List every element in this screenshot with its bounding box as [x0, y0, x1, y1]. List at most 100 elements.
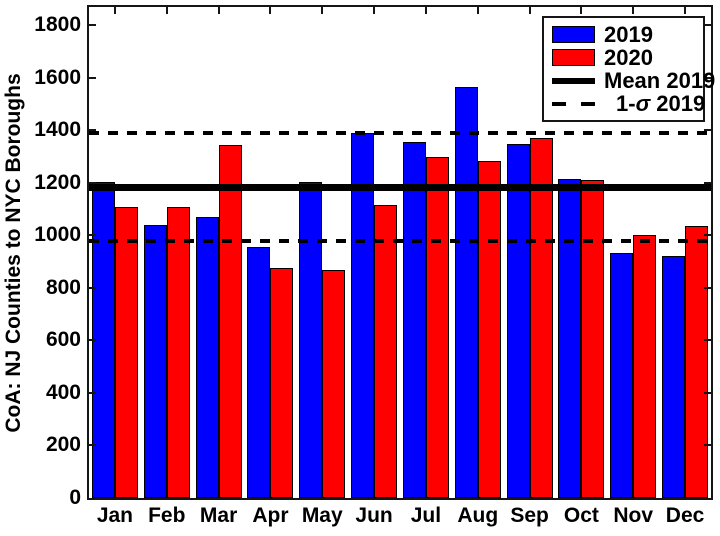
y-tick-mark-right: [704, 129, 711, 132]
y-tick-mark-left: [89, 286, 96, 289]
x-tick-label-dec: Dec: [665, 504, 705, 527]
bar-2019-nov: [610, 252, 634, 498]
bar-group-dec: [659, 7, 711, 498]
y-tick-label: 600: [45, 328, 81, 352]
bar-2019-oct: [558, 178, 582, 498]
legend-swatch-2019: [552, 26, 595, 43]
y-tick-mark-left: [89, 129, 96, 132]
bar-group-sep: [504, 7, 556, 498]
x-tick-label-may: May: [301, 504, 343, 527]
y-tick-mark-left: [89, 24, 96, 27]
sigma-upper-line: [89, 131, 711, 136]
bar-group-jul: [400, 7, 452, 498]
bar-2019-may: [299, 181, 323, 498]
x-tick-mark-top: [684, 7, 687, 14]
bar-group-feb: [141, 7, 193, 498]
bar-2020-sep: [529, 138, 553, 498]
x-tick-label-nov: Nov: [613, 504, 654, 527]
bar-group-jun: [348, 7, 400, 498]
y-tick-label: 1000: [34, 223, 81, 247]
y-tick-label: 1800: [34, 13, 81, 37]
bar-2019-feb: [143, 224, 167, 498]
y-tick-mark-left: [89, 181, 96, 184]
y-tick-mark-left: [89, 444, 96, 447]
y-tick-mark-left: [89, 234, 96, 237]
x-tick-label-oct: Oct: [563, 504, 599, 527]
bar-2020-jul: [425, 156, 449, 498]
bar-2019-dec: [662, 256, 686, 498]
bar-2019-jul: [402, 142, 426, 498]
y-tick-mark-left: [89, 391, 96, 394]
bar-2020-apr: [270, 268, 294, 498]
legend-label-2020: 2020: [604, 45, 653, 70]
x-tick-mark-top: [321, 7, 324, 14]
bar-group-mar: [193, 7, 245, 498]
x-tick-label-feb: Feb: [148, 504, 186, 527]
y-tick-label: 200: [45, 433, 81, 457]
x-tick-mark-top: [165, 7, 168, 14]
y-tick-mark-right: [704, 234, 711, 237]
y-tick-mark-right: [704, 181, 711, 184]
legend-swatch-2020: [552, 49, 595, 66]
legend-label-sigma-2019: 1-σ 2019: [616, 91, 706, 116]
bar-2020-jan: [114, 206, 138, 498]
bar-group-jan: [89, 7, 141, 498]
x-tick-mark-top: [424, 7, 427, 14]
y-tick-label: 400: [45, 380, 81, 404]
bar-2020-may: [322, 269, 346, 498]
legend-entry-2019: 2019: [552, 23, 703, 46]
y-tick-mark-right: [704, 24, 711, 27]
x-tick-mark-top: [269, 7, 272, 14]
x-tick-mark-top: [476, 7, 479, 14]
x-tick-mark-top: [217, 7, 220, 14]
bar-2020-nov: [633, 235, 657, 498]
bar-group-nov: [607, 7, 659, 498]
x-tick-label-mar: Mar: [199, 504, 238, 527]
bar-2020-feb: [166, 206, 190, 498]
x-tick-label-jun: Jun: [355, 504, 393, 527]
y-tick-mark-right: [704, 339, 711, 342]
y-tick-mark-right: [704, 286, 711, 289]
plot-area: 2019 2020 Mean 2019 1-σ 2019: [87, 5, 715, 500]
y-tick-label: 0: [69, 486, 81, 509]
sigma-lower-line: [89, 238, 711, 243]
y-tick-label: 1400: [34, 118, 81, 142]
bar-2019-sep: [506, 143, 530, 498]
legend-entry-2020: 2020: [552, 46, 703, 69]
bar-2019-apr: [247, 247, 271, 498]
sigma-glyph: σ: [635, 91, 651, 116]
bar-group-may: [296, 7, 348, 498]
x-tick-mark-top: [113, 7, 116, 14]
legend-entry-sigma-2019: 1-σ 2019: [552, 91, 706, 116]
x-tick-mark-top: [528, 7, 531, 14]
bar-2020-jun: [374, 205, 398, 498]
x-tick-label-jul: Jul: [410, 504, 442, 527]
x-tick-label-apr: Apr: [252, 504, 289, 527]
x-tick-label-aug: Aug: [457, 504, 499, 527]
x-tick-mark-top: [580, 7, 583, 14]
mean-2019-line: [89, 183, 711, 191]
y-tick-mark-left: [89, 76, 96, 79]
legend: 2019 2020 Mean 2019 1-σ 2019: [542, 16, 715, 122]
y-tick-mark-left: [89, 339, 96, 342]
legend-label-2019: 2019: [604, 22, 653, 47]
x-tick-label-sep: Sep: [510, 504, 549, 527]
bar-2020-aug: [477, 160, 501, 498]
y-tick-mark-right: [704, 391, 711, 394]
x-tick-mark-top: [632, 7, 635, 14]
bar-2019-aug: [454, 87, 478, 498]
y-tick-label: 800: [45, 275, 81, 299]
bar-2020-oct: [581, 180, 605, 498]
x-tick-label-jan: Jan: [96, 504, 133, 527]
y-tick-mark-right: [704, 444, 711, 447]
legend-label-mean-2019: Mean 2019: [604, 68, 716, 93]
legend-swatch-mean-line: [552, 77, 595, 84]
y-tick-label: 1600: [34, 65, 81, 89]
bar-group-aug: [452, 7, 504, 498]
legend-swatch-dashed-line: [552, 101, 595, 106]
bar-2020-mar: [218, 144, 242, 498]
y-tick-label: 1200: [34, 170, 81, 194]
bar-2020-dec: [685, 226, 709, 498]
bar-group-oct: [556, 7, 608, 498]
